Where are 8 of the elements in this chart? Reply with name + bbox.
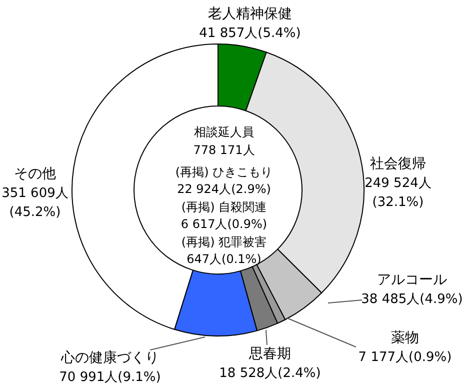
annotation: 相談延人員: [194, 125, 254, 139]
annotation: 6 617人(0.9%): [180, 217, 268, 231]
annotation: (再掲) 自殺関連: [181, 200, 267, 214]
annotation: 22 924人(2.9%): [177, 182, 271, 196]
annotation: (再掲) 犯罪被害: [181, 235, 267, 249]
annotation: 778 171人: [193, 143, 255, 157]
annotation: 647人(0.1%): [186, 252, 262, 266]
annotation: (再掲) ひきこもり: [175, 165, 273, 179]
